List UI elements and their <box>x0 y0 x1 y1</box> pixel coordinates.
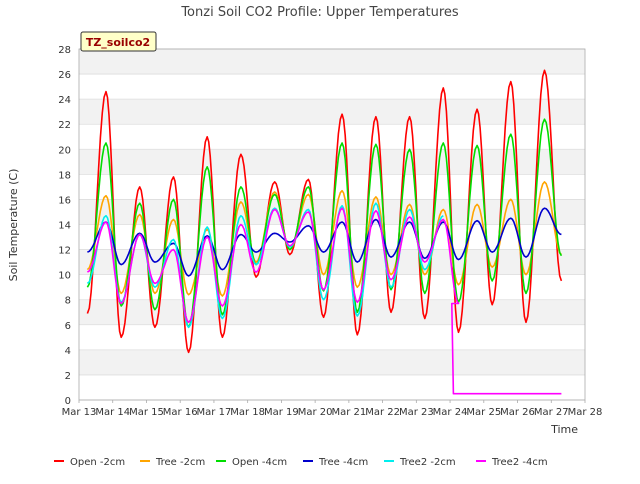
x-tick-label: Mar 23 <box>399 407 434 418</box>
grid-band <box>79 349 585 375</box>
legend-item: Tree2 -4cm <box>476 457 548 468</box>
y-tick-label: 18 <box>58 170 71 181</box>
y-tick-label: 26 <box>58 70 71 81</box>
series-line <box>87 207 562 277</box>
legend: Open -2cm Tree -2cm Open -4cm Tree -4cm Tree… <box>54 457 548 468</box>
legend-label: Open -2cm <box>70 457 125 468</box>
x-tick-label: Mar 22 <box>365 407 400 418</box>
legend-item: Tree -4cm <box>303 457 368 468</box>
x-tick-label: Mar 27 <box>534 407 569 418</box>
series-line <box>86 69 563 354</box>
y-tick-label: 24 <box>58 95 71 106</box>
legend-item: Open -4cm <box>216 457 287 468</box>
grid-band <box>79 49 585 75</box>
series-line <box>86 181 562 297</box>
site-badge: TZ_soilco2 <box>80 31 157 52</box>
x-tick-label: Mar 20 <box>298 407 333 418</box>
x-tick-label: Mar 17 <box>197 407 232 418</box>
y-tick-label: 16 <box>58 195 71 206</box>
legend-item: Open -2cm <box>54 457 125 468</box>
x-tick-label: Mar 16 <box>163 407 198 418</box>
y-tick-label: 28 <box>58 45 71 56</box>
legend-item: Tree -2cm <box>140 457 205 468</box>
legend-item: Tree2 -2cm <box>384 457 456 468</box>
series-line <box>86 207 562 395</box>
y-tick-label: 4 <box>65 346 71 357</box>
x-tick-label: Mar 13 <box>62 407 97 418</box>
y-tick-label: 0 <box>65 396 71 407</box>
series-line <box>86 118 563 329</box>
x-tick-label: Mar 26 <box>500 407 535 418</box>
y-tick-label: 14 <box>58 221 71 232</box>
y-tick-label: 12 <box>58 246 71 257</box>
series-layer <box>86 69 563 395</box>
x-tick-label: Mar 24 <box>433 407 468 418</box>
x-tick-label: Mar 25 <box>466 407 501 418</box>
x-tick-label: Mar 15 <box>129 407 164 418</box>
legend-label: Tree -4cm <box>318 457 368 468</box>
legend-label: Tree -2cm <box>155 457 205 468</box>
y-tick-label: 2 <box>65 371 71 382</box>
legend-label: Tree2 -2cm <box>399 457 456 468</box>
chart-title: Tonzi Soil CO2 Profile: Upper Temperatur… <box>180 5 459 20</box>
y-axis-label: Soil Temperature (C) <box>7 169 20 282</box>
plot-frame <box>78 48 586 401</box>
x-tick-label: Mar 21 <box>331 407 366 418</box>
x-tick-label: Mar 18 <box>230 407 265 418</box>
legend-label: Tree2 -4cm <box>491 457 548 468</box>
y-tick-label: 10 <box>58 271 71 282</box>
site-badge-label: TZ_soilco2 <box>86 36 150 49</box>
x-tick-label: Mar 19 <box>264 407 299 418</box>
y-tick-label: 8 <box>65 296 71 307</box>
x-tick-label: Mar 28 <box>568 407 603 418</box>
y-tick-label: 6 <box>65 321 71 332</box>
x-tick-label: Mar 14 <box>95 407 130 418</box>
x-axis-label: Time <box>550 423 578 436</box>
grid-band <box>79 299 585 325</box>
y-tick-label: 20 <box>58 145 71 156</box>
y-tick-label: 22 <box>58 120 71 131</box>
legend-label: Open -4cm <box>232 457 287 468</box>
grid-band <box>79 149 585 175</box>
grid-band <box>79 99 585 125</box>
